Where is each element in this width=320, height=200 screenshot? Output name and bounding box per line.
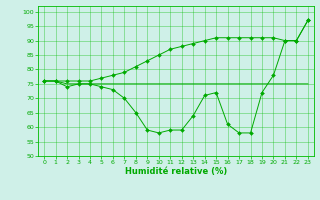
X-axis label: Humidité relative (%): Humidité relative (%) <box>125 167 227 176</box>
